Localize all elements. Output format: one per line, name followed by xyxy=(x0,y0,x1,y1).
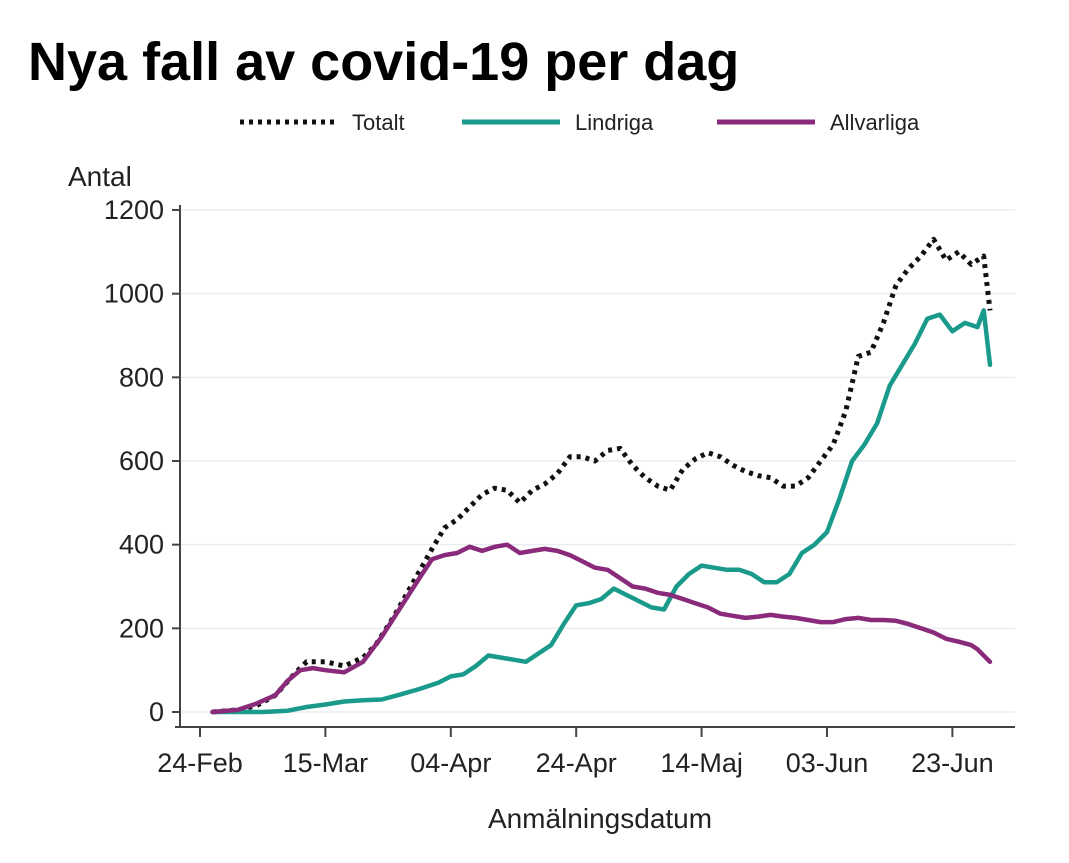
y-tick-label: 400 xyxy=(119,530,164,560)
x-tick-label: 03-Jun xyxy=(786,748,869,778)
series-line-lindriga xyxy=(210,308,993,715)
x-tick-label: 23-Jun xyxy=(911,748,994,778)
y-tick-label: 600 xyxy=(119,446,164,476)
series-line-totalt xyxy=(212,236,993,715)
series-line-allvarliga xyxy=(210,542,993,715)
legend-label-lindriga: Lindriga xyxy=(575,110,654,135)
y-tick-label: 800 xyxy=(119,362,164,392)
x-tick-label: 14-Maj xyxy=(660,748,743,778)
x-tick-label: 24-Apr xyxy=(536,748,617,778)
y-tick-label: 1000 xyxy=(104,279,164,309)
legend-label-allvarliga: Allvarliga xyxy=(830,110,920,135)
series-lines xyxy=(210,236,993,715)
y-tick-label: 200 xyxy=(119,613,164,643)
x-tick-label: 24-Feb xyxy=(157,748,243,778)
legend: Totalt Lindriga Allvarliga xyxy=(240,110,920,135)
y-axis-label: Antal xyxy=(68,161,132,192)
y-tick-label: 0 xyxy=(149,697,164,727)
legend-label-totalt: Totalt xyxy=(352,110,405,135)
axes: 0 200 400 600 800 1000 1200 24-Feb 15-Mar 04-Apr 2… xyxy=(104,195,1015,778)
x-tick-label: 04-Apr xyxy=(410,748,491,778)
x-tick-label: 15-Mar xyxy=(283,748,369,778)
x-axis-label: Anmälningsdatum xyxy=(488,803,712,834)
chart-title: Nya fall av covid-19 per dag xyxy=(28,32,739,92)
y-tick-label: 1200 xyxy=(104,195,164,225)
